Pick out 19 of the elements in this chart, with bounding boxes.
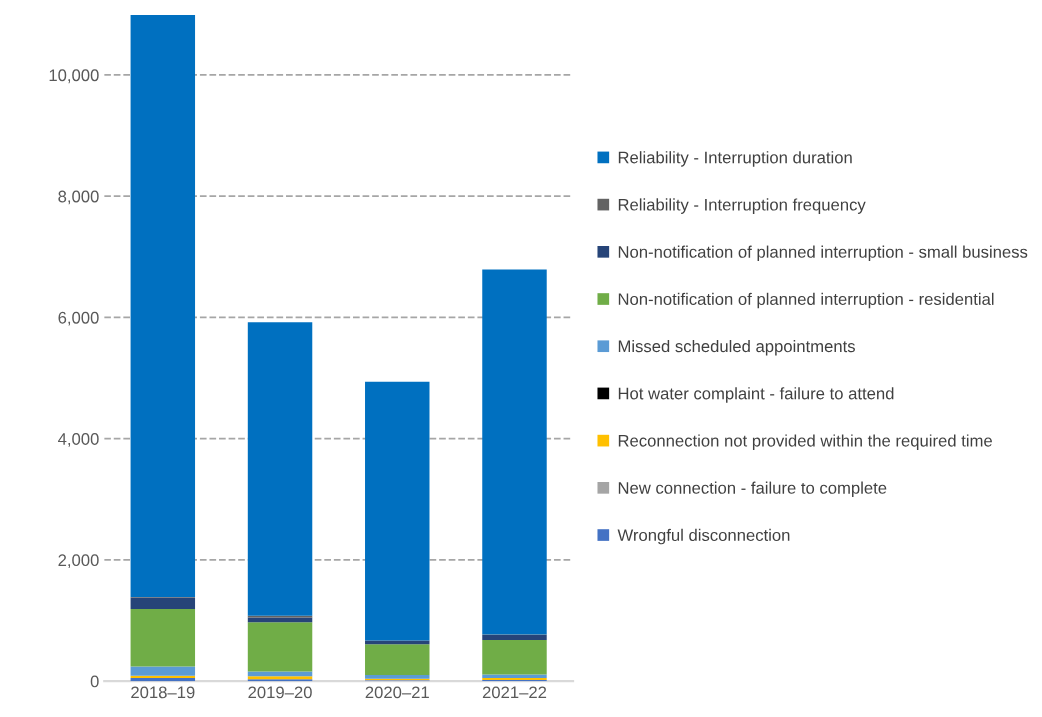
x-tick-label: 2018–19 bbox=[131, 686, 195, 699]
legend-label: Missed scheduled appointments bbox=[618, 339, 855, 356]
x-tick-label: 2021–22 bbox=[482, 686, 547, 699]
x-tick-label: 2019–20 bbox=[248, 686, 312, 699]
legend-label: Wrongful disconnection bbox=[617, 528, 790, 545]
legend-label: Hot water complaint - failure to attend bbox=[618, 387, 894, 403]
legend-label: Reliability - Interruption duration bbox=[618, 151, 852, 167]
y-tick-label: 6,000 bbox=[58, 311, 99, 326]
legend-label: New connection - failure to complete bbox=[618, 481, 887, 498]
y-tick-label: 4,000 bbox=[58, 433, 99, 447]
x-tick-label: 2020–21 bbox=[365, 686, 429, 699]
legend-label: Non-notification of planned interruption - small business bbox=[618, 245, 1028, 262]
y-tick-label: 0 bbox=[90, 675, 99, 688]
y-tick-label: 2,000 bbox=[58, 554, 99, 569]
y-tick-label: 8,000 bbox=[58, 190, 99, 205]
legend-label: Non-notification of planned interruption - residential bbox=[618, 292, 994, 309]
y-tick-label: 10,000 bbox=[49, 69, 99, 84]
legend-label: Reliability - Interruption frequency bbox=[618, 198, 866, 214]
legend-label: Reconnection not provided within the required time bbox=[618, 434, 992, 450]
